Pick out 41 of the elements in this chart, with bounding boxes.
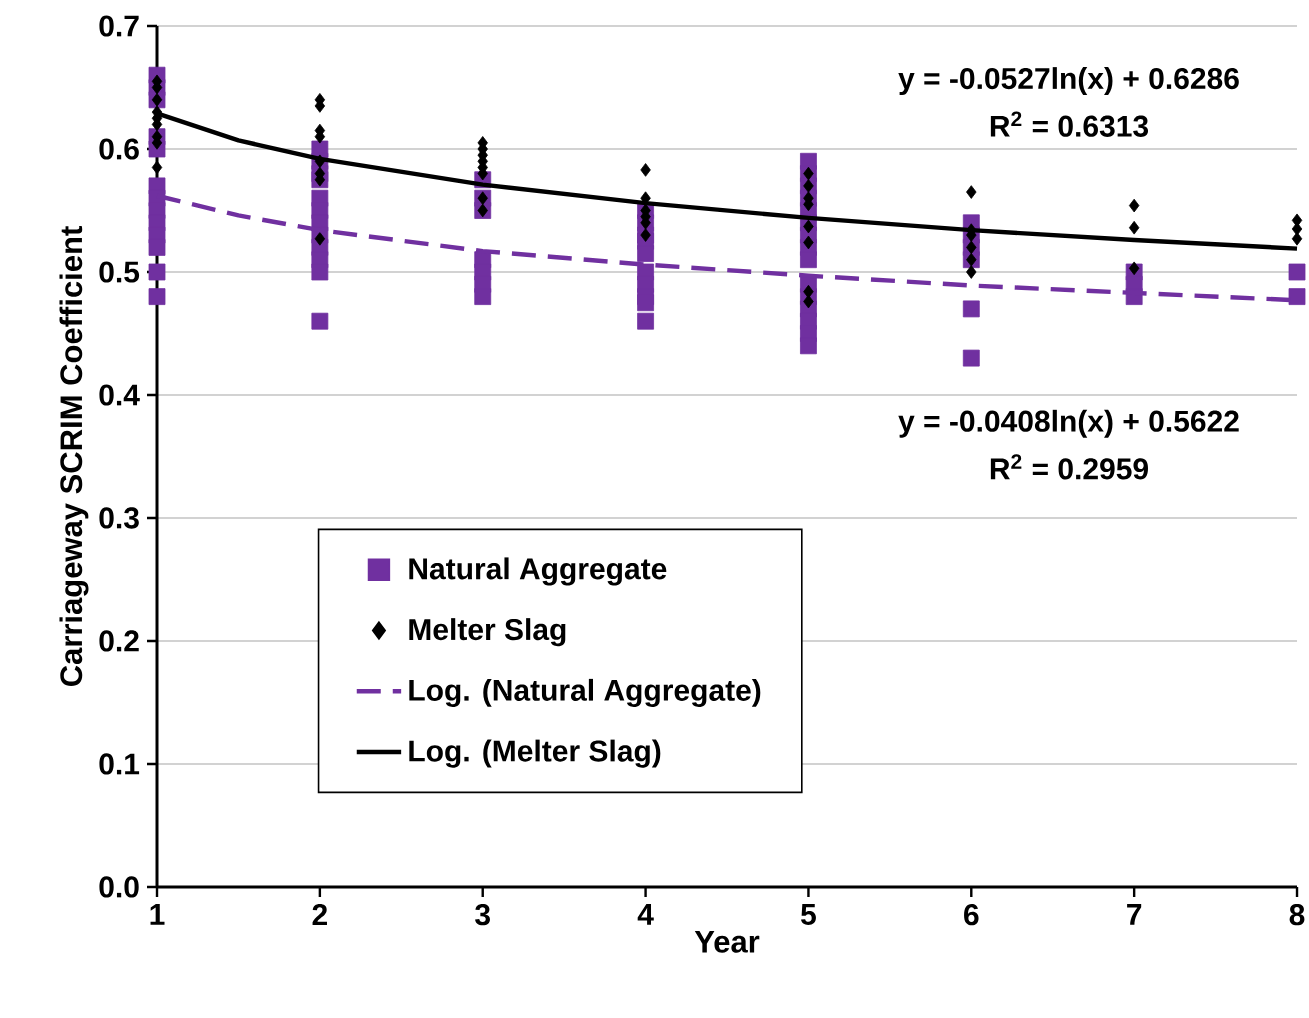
x-tick-label: 1	[150, 904, 165, 925]
y-tick-label: 0.6	[99, 138, 139, 160]
point	[1128, 261, 1140, 276]
point	[803, 294, 814, 309]
x-tick-label: 8	[1289, 904, 1305, 926]
x-tick-label: 3	[475, 904, 490, 926]
x-tick-label: 6	[964, 904, 979, 926]
annotation: y = -0.0408ln(x) + 0.5622	[898, 409, 1239, 438]
x-axis-title: Year	[694, 931, 760, 953]
legend-label: Melter Slag	[409, 618, 566, 647]
annotation: R$^{2}$ = 0.2959	[990, 454, 1148, 480]
point	[803, 235, 814, 250]
point	[966, 240, 977, 255]
point	[966, 185, 977, 199]
y-tick-label: 0.3	[99, 507, 139, 529]
legend-label: Natural Aggregate	[409, 557, 667, 586]
y-axis-title: Carriageway SCRIM Coefficient	[59, 226, 89, 687]
point	[477, 191, 488, 205]
y-tick-label: 0.5	[99, 261, 140, 283]
point	[151, 160, 163, 175]
x-tick-label: 7	[1127, 904, 1142, 925]
point	[314, 231, 326, 246]
point	[966, 265, 977, 279]
point	[1128, 198, 1140, 213]
annotation: y = -0.0527ln(x) + 0.6286	[898, 67, 1239, 96]
y-tick-label: 0.2	[99, 630, 139, 652]
x-tick-label: 5	[801, 904, 816, 925]
y-tick-label: 0.4	[99, 384, 140, 406]
point	[1128, 220, 1140, 235]
x-tick-label: 2	[312, 904, 327, 926]
y-tick-label: 0.7	[99, 15, 139, 37]
legend-label: Log. (Natural Aggregate)	[409, 678, 761, 707]
y-tick-label: 0.1	[99, 753, 140, 775]
annotation: R$^{2}$ = 0.6313	[990, 111, 1149, 137]
point	[640, 163, 651, 177]
point	[966, 252, 977, 267]
point	[803, 219, 814, 234]
y-tick-label: 0.0	[99, 876, 139, 898]
x-tick-label: 4	[637, 904, 654, 925]
legend-label: Log. (Melter Slag)	[409, 739, 661, 768]
point	[477, 203, 488, 218]
